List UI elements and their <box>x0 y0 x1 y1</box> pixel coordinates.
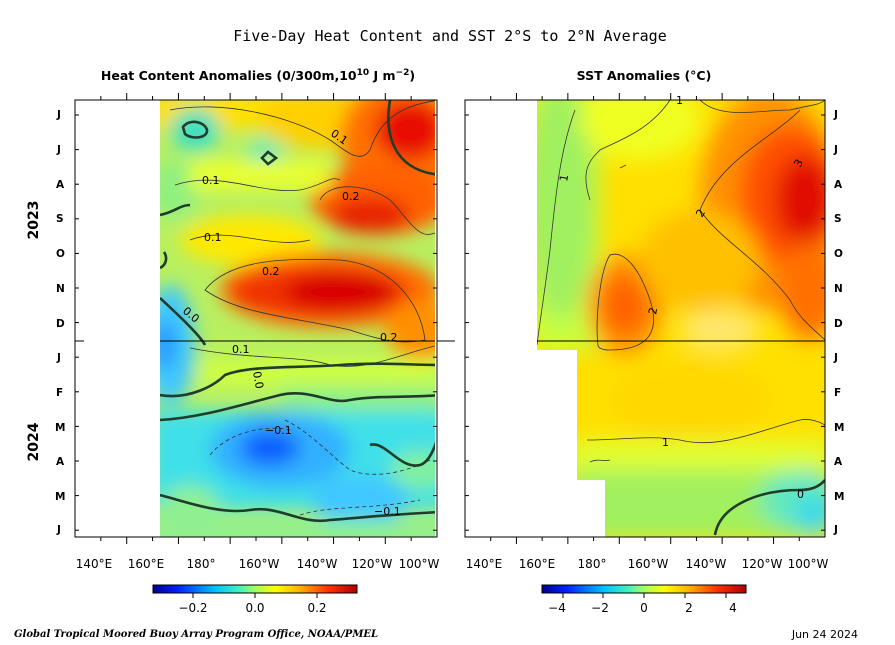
month-label: J <box>56 144 61 156</box>
lon-label: 180° <box>578 557 607 571</box>
lon-label: 140°E <box>466 557 503 571</box>
lon-label: 180° <box>187 557 216 571</box>
date-stamp: Jun 24 2024 <box>791 628 858 641</box>
contour-label: −0.1 <box>374 505 401 518</box>
heat-content-field <box>160 100 435 537</box>
contour-label: 0.2 <box>380 331 398 344</box>
month-label: F <box>56 387 63 399</box>
lon-label: 100°W <box>399 557 440 571</box>
lon-label: 120°W <box>352 557 393 571</box>
colorbar-tick: −2 <box>591 601 609 615</box>
month-label: A <box>834 179 843 191</box>
month-label: F <box>834 387 841 399</box>
lon-label: 100°W <box>788 557 829 571</box>
month-label: S <box>834 213 842 225</box>
month-label: J <box>833 524 838 536</box>
month-label: J <box>56 109 61 121</box>
month-label: A <box>834 456 843 468</box>
month-label: D <box>56 318 65 330</box>
colorbar-tick: 4 <box>729 601 737 615</box>
month-label: J <box>56 524 61 536</box>
heat-lon-labels: 140°E 160°E 180° 160°W 140°W 120°W 100°W <box>76 557 440 571</box>
colorbar-tick: −0.2 <box>178 601 207 615</box>
contour-label: 0.1 <box>204 231 222 244</box>
lon-label: 140°W <box>297 557 338 571</box>
sst-panel: 1 1 2 3 2 1 0 J J A S O N D J F M A M J … <box>464 94 844 571</box>
month-label: J <box>833 109 838 121</box>
month-label: N <box>834 283 843 295</box>
lon-label: 120°W <box>742 557 783 571</box>
main-title: Five-Day Heat Content and SST 2°S to 2°N… <box>233 27 666 45</box>
heat-content-panel: 0.1 0.1 0.2 0.1 0.2 0.2 0.0 0.1 0.0 −0.1… <box>26 99 455 571</box>
month-label: D <box>834 318 843 330</box>
contour-label: 0.1 <box>202 174 220 187</box>
colorbar-tick: 0 <box>640 601 648 615</box>
sst-month-labels: J J A S O N D J F M A M J <box>833 109 844 536</box>
year-label-2024: 2024 <box>26 422 42 461</box>
month-label: M <box>834 491 844 503</box>
sst-lon-labels: 140°E 160°E 180° 160°W 140°W 120°W 100°W <box>466 557 829 571</box>
colorbar-tick: 0.2 <box>307 601 326 615</box>
month-label: O <box>834 248 843 260</box>
credit-line: Global Tropical Moored Buoy Array Progra… <box>14 629 378 640</box>
contour-label: 0.1 <box>232 343 250 356</box>
month-label: N <box>56 283 65 295</box>
month-label: A <box>56 179 65 191</box>
month-label: O <box>56 248 65 260</box>
contour-label: −0.1 <box>265 424 292 437</box>
lon-label: 160°W <box>239 557 280 571</box>
month-label: S <box>56 213 64 225</box>
lon-label: 140°W <box>686 557 727 571</box>
heat-month-labels: J J A S O N D J F M A M J <box>55 109 65 536</box>
lon-label: 160°W <box>628 557 669 571</box>
contour-label: 0.2 <box>342 190 360 203</box>
year-label-2023: 2023 <box>26 201 42 240</box>
contour-label: 2 <box>646 306 660 315</box>
sst-title: SST Anomalies (°C) <box>577 68 712 83</box>
lon-label: 160°E <box>519 557 556 571</box>
contour-label: 0.2 <box>262 265 280 278</box>
heat-contour-labels: 0.1 0.1 0.2 0.1 0.2 0.2 0.0 0.1 0.0 −0.1… <box>180 127 401 518</box>
heat-content-title: Heat Content Anomalies (0/300m,1010 J m−… <box>101 68 415 83</box>
contour-label: 1 <box>676 94 683 107</box>
heat-colorbar: −0.2 0.0 0.2 <box>152 584 358 615</box>
month-label: M <box>55 491 65 503</box>
month-label: A <box>56 456 65 468</box>
contour-label: 0.0 <box>250 370 266 389</box>
contour-label: 1 <box>662 436 669 449</box>
month-label: J <box>56 352 61 364</box>
contour-label: 1 <box>557 173 571 182</box>
month-label: M <box>55 422 65 434</box>
sst-colorbar: −4 −2 0 2 4 <box>541 584 747 615</box>
lon-label: 160°E <box>128 557 165 571</box>
colorbar-tick: 0.0 <box>245 601 264 615</box>
month-label: J <box>833 144 838 156</box>
month-label: M <box>834 422 844 434</box>
sst-field <box>537 100 825 537</box>
colorbar-tick: −4 <box>548 601 566 615</box>
axis-ticks <box>75 93 825 544</box>
month-label: J <box>833 352 838 364</box>
lon-label: 140°E <box>76 557 113 571</box>
colorbar-tick: 2 <box>685 601 693 615</box>
contour-label: 0 <box>797 488 804 501</box>
